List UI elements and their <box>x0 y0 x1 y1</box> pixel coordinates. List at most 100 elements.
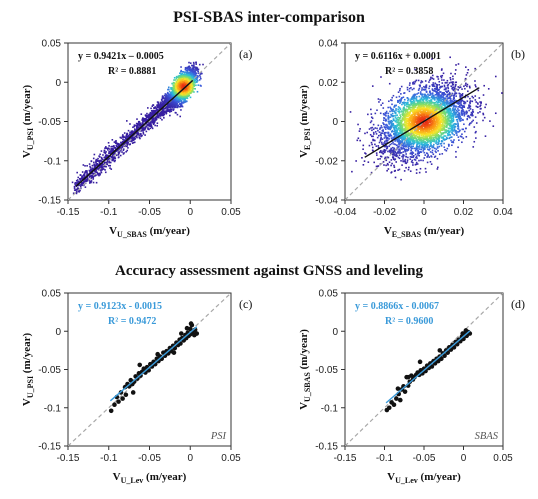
density-point <box>100 167 103 169</box>
density-point <box>147 107 149 109</box>
density-point <box>136 126 139 129</box>
density-point <box>403 98 406 101</box>
density-point <box>126 135 128 138</box>
density-point <box>436 89 439 91</box>
density-point <box>401 130 403 133</box>
density-point <box>442 137 445 140</box>
density-point <box>156 104 159 107</box>
density-point <box>419 132 422 135</box>
density-point <box>194 68 196 71</box>
density-point <box>173 103 176 106</box>
density-point <box>136 136 138 139</box>
density-point <box>178 94 180 96</box>
density-point <box>107 147 110 149</box>
density-point <box>84 186 87 188</box>
density-point <box>127 141 129 143</box>
density-point <box>104 171 107 174</box>
density-point <box>184 91 187 94</box>
density-point <box>189 79 192 81</box>
density-point <box>402 112 405 114</box>
density-point <box>401 101 404 104</box>
density-point <box>436 102 439 104</box>
density-point <box>109 148 111 150</box>
density-point <box>357 123 359 126</box>
density-point <box>81 175 83 178</box>
density-point <box>439 129 441 132</box>
density-point <box>372 135 374 138</box>
density-point <box>93 161 95 164</box>
density-point <box>177 89 180 92</box>
density-point <box>390 123 393 125</box>
density-point <box>181 94 184 96</box>
density-point <box>394 129 397 132</box>
density-point <box>186 69 189 72</box>
density-point <box>96 168 98 170</box>
density-point <box>107 164 110 167</box>
density-point <box>104 165 106 168</box>
density-point <box>105 154 108 156</box>
density-point <box>129 131 131 134</box>
density-point <box>450 98 452 100</box>
density-point <box>133 130 136 133</box>
density-point <box>468 109 470 112</box>
density-point <box>446 101 449 103</box>
density-point <box>200 77 202 80</box>
density-point <box>149 121 151 124</box>
density-point <box>77 187 79 190</box>
density-point <box>159 105 162 107</box>
density-point <box>183 96 185 99</box>
density-point <box>126 149 129 152</box>
density-point <box>394 140 396 142</box>
density-point <box>161 95 164 97</box>
density-point <box>404 104 406 107</box>
density-point <box>467 90 469 93</box>
density-point <box>135 124 137 127</box>
density-point <box>177 80 179 83</box>
density-point <box>117 143 120 145</box>
density-point <box>405 128 408 131</box>
density-point <box>95 160 97 162</box>
density-point <box>174 99 177 101</box>
density-point <box>440 76 443 79</box>
density-point <box>125 150 127 153</box>
density-point <box>432 107 434 110</box>
density-point <box>186 100 188 103</box>
density-point <box>198 74 201 77</box>
density-point <box>135 135 138 138</box>
density-point <box>127 147 129 149</box>
density-point <box>422 107 424 110</box>
density-point <box>405 140 408 143</box>
density-point <box>99 166 102 168</box>
density-point <box>392 136 395 139</box>
density-point <box>93 163 95 166</box>
density-point <box>164 98 167 101</box>
density-point <box>190 76 193 79</box>
density-point <box>435 148 438 150</box>
density-point <box>170 93 173 95</box>
density-point <box>409 111 411 113</box>
density-point <box>191 70 193 72</box>
density-point <box>77 176 80 179</box>
density-point <box>75 189 78 191</box>
density-point <box>193 64 195 67</box>
density-point <box>391 120 394 123</box>
density-point <box>74 181 77 184</box>
density-point <box>395 104 397 107</box>
density-point <box>381 143 383 145</box>
density-point <box>153 109 156 112</box>
density-point <box>168 94 171 97</box>
density-point <box>123 152 125 154</box>
density-point <box>185 87 187 90</box>
density-point <box>190 87 192 90</box>
density-point <box>138 134 140 137</box>
density-point <box>166 92 169 95</box>
density-point <box>73 185 76 188</box>
density-point <box>434 101 437 104</box>
density-point <box>166 95 168 97</box>
density-point <box>200 85 202 87</box>
density-point <box>99 153 101 156</box>
density-point <box>403 145 406 148</box>
density-point <box>193 63 195 65</box>
density-point <box>181 76 184 78</box>
density-point <box>136 134 138 136</box>
